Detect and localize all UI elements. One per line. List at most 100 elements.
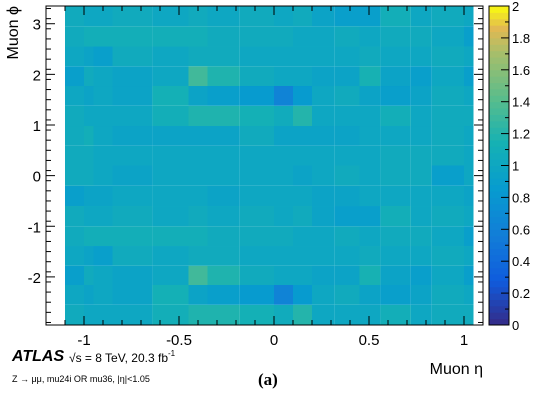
heatmap-cell [431,145,464,166]
heatmap-cell [380,246,411,266]
heatmap-cell [274,6,293,27]
heatmap-cell [188,6,208,27]
colorbar-segment [489,216,509,224]
heatmap-cell [410,265,432,285]
heatmap-cell [152,284,189,305]
x-tick-label: 0.5 [359,332,380,349]
heatmap-cell [152,66,189,87]
heatmap-cell [207,206,240,227]
heatmap-cell [84,86,94,106]
heatmap-cell [464,105,474,127]
heatmap-cell [188,206,208,227]
heatmap-cell [464,284,474,305]
heatmap-cell [112,46,153,67]
heatmap-cell [464,86,474,106]
heatmap-cell [188,165,208,186]
heatmap-cell [112,304,153,325]
heatmap-cell [359,304,381,325]
heatmap-cell [312,6,335,27]
heatmap-cell [65,165,84,186]
heatmap-cell [188,284,208,305]
heatmap-cell [84,206,94,227]
heatmap-cell [274,145,293,166]
heatmap-cell [65,145,84,166]
heatmap-cell [112,206,153,227]
heatmap-cell [334,165,360,186]
heatmap-cell [334,246,360,266]
heatmap-cell [293,165,312,186]
colorbar-segment [489,114,509,122]
heatmap-cell [152,46,189,67]
heatmap-cell [207,66,240,87]
heatmap-cell [93,145,113,166]
heatmap-cell [65,246,84,266]
heatmap-cell [274,26,293,47]
heatmap-cell [380,26,411,47]
colorbar-tick-label: 2 [512,0,519,14]
heatmap-cell [380,105,411,127]
heatmap-cell [152,165,189,186]
heatmap-cell [239,206,274,227]
x-axis: -1 -0.5 0 0.5 1 [45,6,484,349]
heatmap-cell [410,6,432,27]
heatmap-cell [274,86,293,106]
colorbar-segment [489,261,509,269]
heatmap-cell [93,26,113,47]
heatmap-cell [293,226,312,247]
heatmap-cell [334,145,360,166]
heatmap-cell [239,126,274,146]
heatmap-cell [334,265,360,285]
heatmap-cell [359,46,381,67]
colorbar-segment [489,222,509,230]
heatmap-cell [65,304,84,325]
heatmap-cell [84,165,94,186]
heatmap-cell [334,6,360,27]
colorbar-segment [489,312,509,320]
heatmap-cell [93,165,113,186]
heatmap-cell [431,185,464,207]
heatmap-cell [334,126,360,146]
colorbar-segment [489,108,509,115]
heatmap-cell [65,86,84,106]
colorbar-segment [489,50,509,58]
heatmap-cell [207,284,240,305]
heatmap-cell [152,246,189,266]
heatmap-cell [312,86,335,106]
luminosity-unit-exponent: -1 [168,349,176,358]
heatmap-cell [312,206,335,227]
heatmap-cell [431,284,464,305]
heatmap-cell [112,185,153,207]
heatmap-cell [312,126,335,146]
heatmap-cell [84,126,94,146]
heatmap-cell [380,86,411,106]
heatmap-cell [464,265,474,285]
heatmap-cell [188,66,208,87]
heatmap-cell [312,165,335,186]
heatmap-cell [84,265,94,285]
heatmap-cell [188,86,208,106]
heatmap-cell [410,165,432,186]
heatmap-cell [93,246,113,266]
heatmap-cell [293,206,312,227]
colorbar: 0 0.2 0.4 0.6 0.8 1 1.2 1.4 1.6 1.8 2 [488,0,530,333]
heatmap-cell [464,165,474,186]
x-tick-label: 0 [270,332,278,349]
heatmap-cell [431,66,464,87]
heatmap-cell [152,105,189,127]
heatmap-cell [410,66,432,87]
heatmap-cell [359,86,381,106]
heatmap-cell [293,46,312,67]
colorbar-segment [489,305,509,313]
heatmap-cell [312,105,335,127]
heatmap-cell [380,46,411,67]
heatmap-cell [239,46,274,67]
heatmap-cell [431,126,464,146]
heatmap-cell [84,185,94,207]
heatmap-cell [359,185,381,207]
heatmap-cell [93,46,113,67]
y-tick-label: -2 [28,270,41,287]
heatmap-cell [274,126,293,146]
colorbar-segment [489,318,509,326]
heatmap-cell [93,66,113,87]
x-tick-label: -0.5 [166,332,192,349]
